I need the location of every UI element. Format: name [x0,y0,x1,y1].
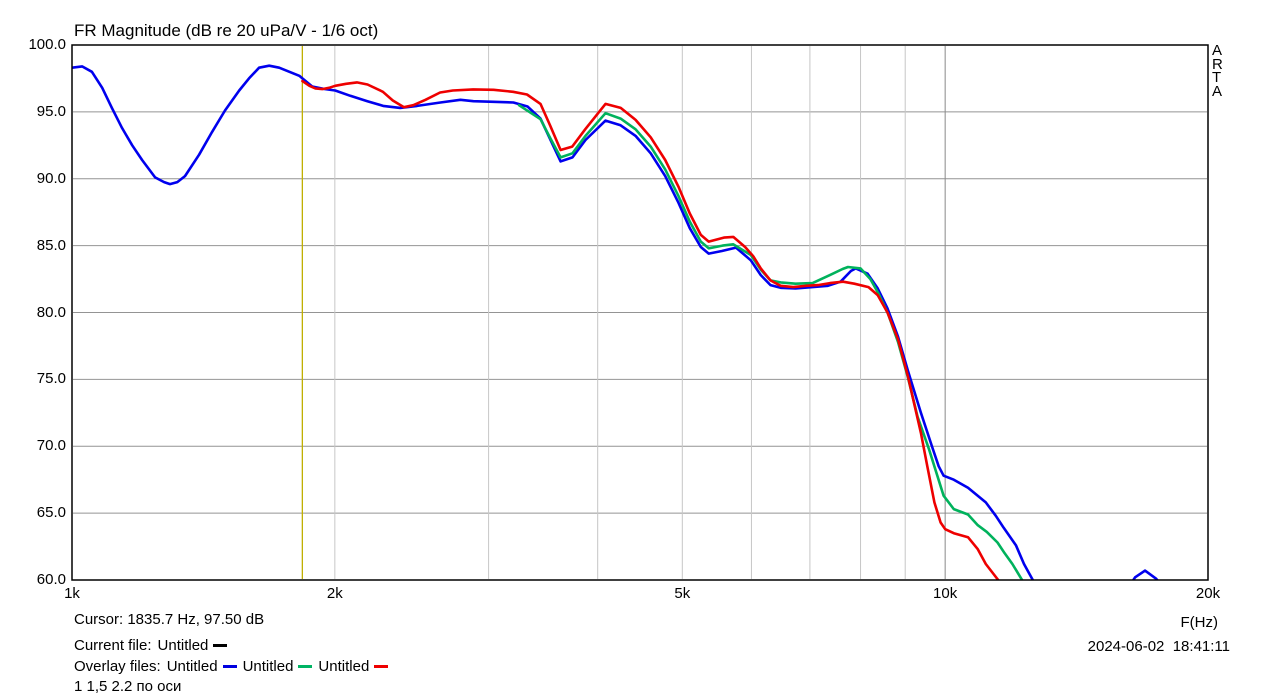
x-axis-tick-label: 20k [1195,585,1221,602]
overlay-file-name: Untitled [166,658,218,675]
overlay-file-name: Untitled [242,658,294,675]
arta-watermark-letter: A [1212,82,1223,100]
arta-watermark-letter: A [1212,42,1223,59]
overlay-files-label: Overlay files: [74,658,161,675]
x-axis-tick-label: 2k [326,585,343,602]
overlay-files-row: Overlay files: Untitled Untitled Untitled [74,658,389,675]
fr-curve-overlay-red [301,79,1000,580]
y-axis-tick-label: 100.0 [28,36,66,53]
current-file-label: Current file: [74,637,152,654]
fr-curve-overlay-blue [72,64,1159,580]
y-axis-tick-label: 95.0 [36,102,66,120]
y-axis-tick-label: 60.0 [36,571,66,588]
y-axis-tick-label: 70.0 [36,437,66,455]
y-axis-tick-label: 80.0 [36,303,66,321]
x-axis-tick-label: 10k [933,585,958,602]
fr-curve-overlay-green [517,103,1024,580]
plot-border [71,44,1209,581]
x-axis-unit-label: F(Hz) [1180,614,1219,631]
x-axis-tick-label: 1k [64,585,80,602]
datetime-stamp: 2024-06-02 18:41:11 [1087,638,1230,655]
overlay-color-dash [374,664,389,669]
arta-watermark-letter: T [1212,69,1222,86]
current-file-row: Current file: Untitled [74,637,228,654]
overlay-color-dash [298,664,313,669]
arta-watermark-letter: R [1212,55,1223,73]
overlay-color-dash [222,664,237,669]
overlay-file-name: Untitled [318,658,370,675]
cursor-readout: Cursor: 1835.7 Hz, 97.50 dB [74,611,265,628]
user-note: 1 1,5 2.2 по оси [74,678,182,695]
y-axis-tick-label: 65.0 [36,504,66,522]
x-axis-tick-label: 5k [674,585,691,602]
chart-title: FR Magnitude (dB re 20 uPa/V - 1/6 oct) [74,21,379,40]
current-file-color-dash [213,643,228,648]
y-axis-tick-label: 90.0 [36,169,66,187]
y-axis-tick-label: 85.0 [36,236,66,254]
current-file-name: Untitled [157,637,209,654]
y-axis-tick-label: 75.0 [36,370,66,388]
